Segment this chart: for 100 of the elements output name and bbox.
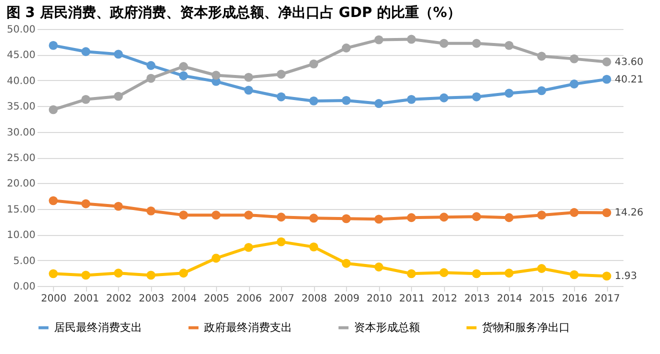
point (146, 206, 156, 216)
point (244, 210, 254, 220)
legend-label: 资本形成总额 (354, 320, 420, 334)
point (146, 270, 156, 280)
x-tick-label: 2007 (268, 294, 294, 304)
point (48, 40, 58, 50)
y-tick-label: 20.00 (6, 178, 36, 190)
point (179, 62, 188, 71)
point (570, 208, 579, 217)
x-tick-label: 2015 (529, 294, 555, 304)
y-tick-label: 0.00 (13, 282, 36, 292)
point (212, 70, 221, 80)
point (439, 212, 448, 222)
point (504, 88, 514, 98)
x-tick-label: 2003 (138, 294, 164, 304)
y-tick-label: 25.00 (6, 153, 36, 164)
point (374, 35, 384, 44)
point (244, 86, 254, 95)
point (602, 208, 612, 218)
x-tick-label: 2010 (366, 294, 392, 304)
y-tick-label: 10.00 (6, 230, 36, 242)
point (472, 212, 481, 222)
point (244, 72, 254, 82)
point (146, 74, 156, 83)
data-label: 14.26 (614, 208, 644, 219)
x-tick-label: 2002 (106, 294, 132, 304)
point (537, 86, 546, 96)
point (114, 92, 123, 101)
y-tick-label: 5.00 (13, 256, 36, 267)
point (570, 270, 579, 280)
y-tick-label: 50.00 (6, 24, 36, 36)
point (602, 74, 612, 84)
point (309, 96, 318, 106)
point (406, 269, 416, 278)
point (342, 258, 351, 268)
point (81, 47, 90, 56)
point (81, 270, 90, 280)
point (570, 54, 579, 64)
point (81, 199, 90, 208)
y-tick-label: 15.00 (6, 204, 36, 216)
point (472, 92, 481, 102)
point (374, 214, 384, 224)
x-tick-label: 2006 (236, 294, 262, 304)
point (504, 268, 514, 278)
point (504, 213, 514, 222)
point (472, 38, 481, 48)
point (48, 105, 58, 114)
x-tick-label: 2011 (399, 294, 425, 304)
point (48, 269, 58, 278)
point (276, 237, 286, 246)
x-tick-label: 2009 (334, 294, 360, 304)
data-label: 1.93 (614, 271, 637, 282)
point (537, 264, 546, 273)
x-tick-label: 2001 (74, 294, 100, 304)
point (276, 92, 286, 102)
point (342, 44, 351, 52)
point (537, 52, 546, 61)
point (537, 210, 546, 220)
point (81, 94, 90, 104)
x-tick-label: 2008 (301, 294, 327, 304)
point (342, 214, 351, 224)
point (374, 262, 384, 272)
point (179, 71, 188, 80)
point (212, 210, 221, 220)
point (472, 269, 481, 278)
point (439, 38, 448, 48)
x-tick-label: 2017 (594, 294, 620, 304)
point (342, 96, 351, 105)
point (114, 202, 123, 211)
point (179, 210, 188, 220)
point (212, 254, 221, 263)
data-label: 43.60 (614, 56, 644, 68)
x-tick-label: 2016 (562, 294, 588, 304)
point (48, 196, 58, 206)
x-tick-label: 2013 (464, 294, 490, 304)
point (570, 80, 579, 88)
point (276, 212, 286, 222)
point (439, 93, 448, 102)
y-tick-label: 40.00 (6, 76, 36, 87)
x-tick-label: 2005 (204, 294, 230, 304)
point (276, 70, 286, 79)
point (146, 61, 156, 70)
point (439, 268, 448, 278)
legend-label: 政府最终消费支出 (204, 320, 292, 334)
point (406, 94, 416, 104)
point (244, 242, 254, 252)
x-tick-label: 2012 (432, 294, 458, 304)
point (406, 34, 416, 44)
y-tick-label: 35.00 (6, 102, 36, 113)
point (504, 40, 514, 50)
y-tick-label: 45.00 (6, 50, 36, 62)
point (309, 214, 318, 223)
x-tick-label: 2004 (171, 294, 197, 304)
point (179, 268, 188, 278)
y-tick-label: 30.00 (6, 127, 36, 138)
point (602, 272, 612, 281)
legend-label: 货物和服务净出口 (482, 320, 570, 334)
point (309, 59, 318, 68)
data-label: 40.21 (614, 74, 644, 86)
x-tick-label: 2000 (41, 294, 67, 304)
